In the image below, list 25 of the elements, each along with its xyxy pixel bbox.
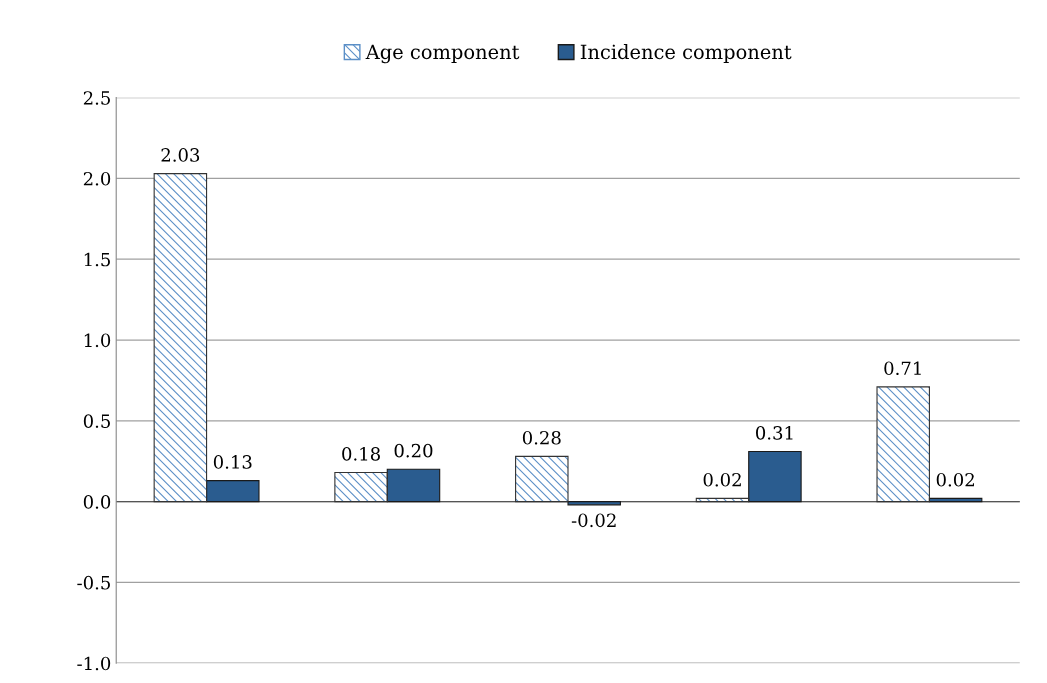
data-label: -0.02 [571,513,616,528]
data-label: 0.20 [394,443,433,458]
y-tick-label: -1.0 [77,656,111,671]
y-tick-label: 2.0 [83,171,111,186]
data-label: 0.31 [756,426,793,440]
data-label: 0.02 [703,472,741,487]
data-label: 0.02 [936,472,974,487]
data-label: 0.18 [342,447,380,461]
data-label: 0.71 [884,361,921,376]
y-tick-label: -0.5 [77,575,110,590]
y-tick-label: 0.0 [83,495,111,509]
y-tick-label: 0.5 [83,414,110,428]
y-tick-label: 2.5 [83,91,110,105]
y-tick-label: 1.0 [84,333,111,348]
bar [206,480,260,503]
legend-label: Incidence component [580,44,792,63]
y-tick-label: 1.5 [84,252,110,267]
bar [567,501,621,506]
legend-label: Age component [365,44,520,64]
bar [748,450,802,503]
data-label: 0.13 [213,455,252,469]
bar [386,468,441,503]
data-label: 2.03 [161,148,200,162]
data-label: 0.28 [522,430,561,445]
bar [928,497,983,503]
